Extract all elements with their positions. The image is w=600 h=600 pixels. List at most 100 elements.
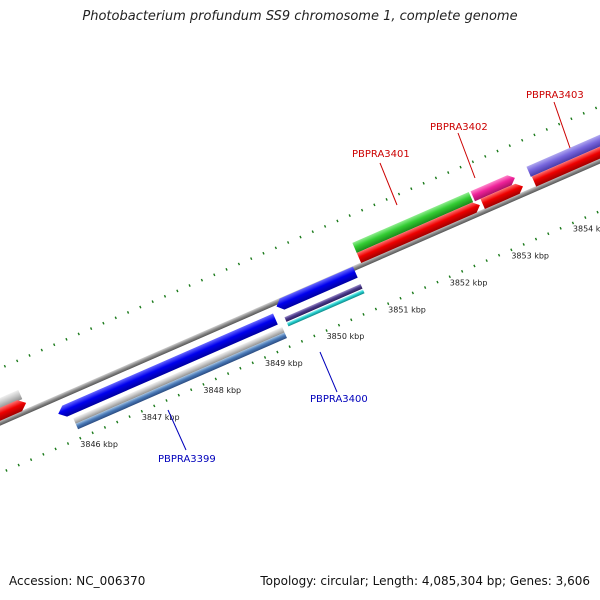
outer-minor-tick: [533, 133, 536, 137]
gene-label-pbpra3400: PBPRA3400: [310, 394, 368, 405]
outer-minor-tick: [102, 321, 105, 325]
gene-feature-left-red: [0, 400, 27, 430]
outer-minor-tick: [422, 181, 425, 185]
leader-line-pbpra3400: [319, 351, 338, 393]
inner-minor-tick: [153, 404, 156, 408]
outer-minor-tick: [250, 257, 253, 261]
tick-labels: 3846 kbp 3847 kbp 3848 kbp 3849 kbp 3850 kbp…: [80, 225, 600, 449]
leader-line-pbpra3402: [457, 132, 476, 179]
outer-minor-tick: [213, 273, 216, 277]
inner-minor-tick: [140, 409, 144, 413]
outer-minor-tick: [410, 187, 413, 191]
inner-minor-tick: [522, 243, 525, 246]
outer-minor-tick: [360, 208, 364, 212]
outer-minor-tick: [459, 165, 462, 169]
inner-minor-tick: [54, 447, 57, 451]
gene-feature-red-2: [480, 183, 523, 209]
outer-minor-tick: [274, 246, 277, 250]
gene-feature-cyan: [286, 289, 365, 327]
outer-minor-tick: [16, 359, 19, 363]
gene-feature-slate: [284, 284, 363, 322]
inner-minor-tick: [91, 431, 94, 435]
inner-minor-tick: [534, 237, 538, 241]
inner-minor-tick: [226, 372, 230, 376]
outer-minor-tick: [126, 311, 130, 314]
outer-minor-tick: [163, 294, 167, 298]
gene-feature-gray-lower: [73, 327, 285, 424]
inner-minor-tick: [79, 436, 82, 440]
inner-minor-tick: [251, 361, 254, 365]
genome-track: 3846 kbp 3847 kbp 3848 kbp 3849 kbp 3850 kbp…: [0, 106, 600, 472]
inner-minor-tick: [510, 248, 513, 252]
inner-minor-tick: [313, 334, 316, 338]
outer-minor-tick: [570, 117, 573, 121]
outer-minor-tick: [77, 332, 80, 336]
outer-minor-tick: [582, 111, 585, 115]
inner-minor-tick: [288, 345, 291, 349]
inner-minor-tick: [337, 323, 341, 327]
outer-minor-tick: [373, 203, 376, 207]
outer-minor-tick: [53, 343, 56, 347]
tick-label: 3854 kbp: [573, 225, 600, 234]
outer-minor-tick: [286, 241, 290, 244]
outer-minor-tick: [225, 267, 228, 271]
inner-minor-tick: [559, 226, 562, 230]
outer-minor-tick: [28, 354, 31, 357]
map-title: Photobacterium profundum SS9 chromosome …: [82, 9, 518, 24]
outer-minor-tick: [594, 106, 598, 110]
inner-minor-tick: [596, 210, 599, 214]
outer-minor-tick: [385, 198, 388, 201]
gene-label-pbpra3401: PBPRA3401: [352, 149, 410, 160]
gene-feature-pbpra3401-green: [352, 192, 474, 253]
outer-minor-tick: [397, 192, 401, 196]
inner-minor-tick: [460, 269, 464, 273]
inner-minor-tick: [29, 458, 33, 462]
inner-tick-row: [5, 210, 599, 472]
gene-label-pbpra3402: PBPRA3402: [430, 122, 488, 133]
outer-minor-tick: [40, 348, 43, 352]
outer-minor-tick: [3, 364, 7, 368]
inner-minor-tick: [300, 339, 304, 343]
gene-label-pbpra3399: PBPRA3399: [158, 454, 216, 465]
outer-minor-tick: [471, 160, 475, 164]
outer-minor-tick: [496, 149, 499, 153]
inner-minor-tick: [202, 382, 205, 386]
outer-minor-tick: [336, 219, 339, 223]
outer-minor-tick: [176, 289, 179, 293]
inner-minor-tick: [325, 329, 328, 332]
inner-minor-tick: [448, 275, 451, 279]
gene-feature-steel-lower: [75, 332, 287, 430]
inner-minor-tick: [190, 388, 193, 392]
tick-label: 3848 kbp: [203, 386, 241, 395]
inner-minor-tick: [214, 377, 217, 381]
outer-minor-tick: [65, 337, 68, 341]
inner-minor-tick: [423, 286, 427, 289]
accession-text: Accession: NC_006370: [9, 574, 146, 588]
inner-minor-tick: [17, 463, 20, 467]
inner-minor-tick: [584, 216, 587, 219]
outer-minor-tick: [237, 262, 241, 266]
outer-minor-tick: [484, 154, 487, 158]
gene-feature-left-gray: [0, 389, 23, 420]
outer-minor-tick: [447, 171, 450, 174]
inner-minor-tick: [239, 366, 242, 370]
outer-minor-tick: [299, 235, 302, 239]
outer-minor-tick: [348, 214, 351, 218]
inner-minor-tick: [436, 280, 439, 284]
tick-label: 3846 kbp: [80, 440, 118, 449]
gene-feature-pbpra3400-blue: [276, 266, 358, 310]
inner-minor-tick: [485, 259, 488, 263]
gene-feature-pbpra3399-blue: [58, 313, 278, 417]
inner-minor-tick: [350, 318, 353, 322]
outer-minor-tick: [557, 122, 561, 126]
inner-minor-tick: [411, 291, 414, 295]
outer-minor-tick: [521, 138, 524, 142]
outer-minor-tick: [323, 224, 327, 228]
inner-minor-tick: [42, 452, 45, 456]
genome-summary-text: Topology: circular; Length: 4,085,304 bp…: [260, 574, 590, 588]
inner-minor-tick: [128, 415, 131, 419]
inner-minor-tick: [387, 302, 390, 306]
inner-minor-tick: [165, 399, 168, 402]
gene-feature-red-1: [356, 202, 480, 264]
